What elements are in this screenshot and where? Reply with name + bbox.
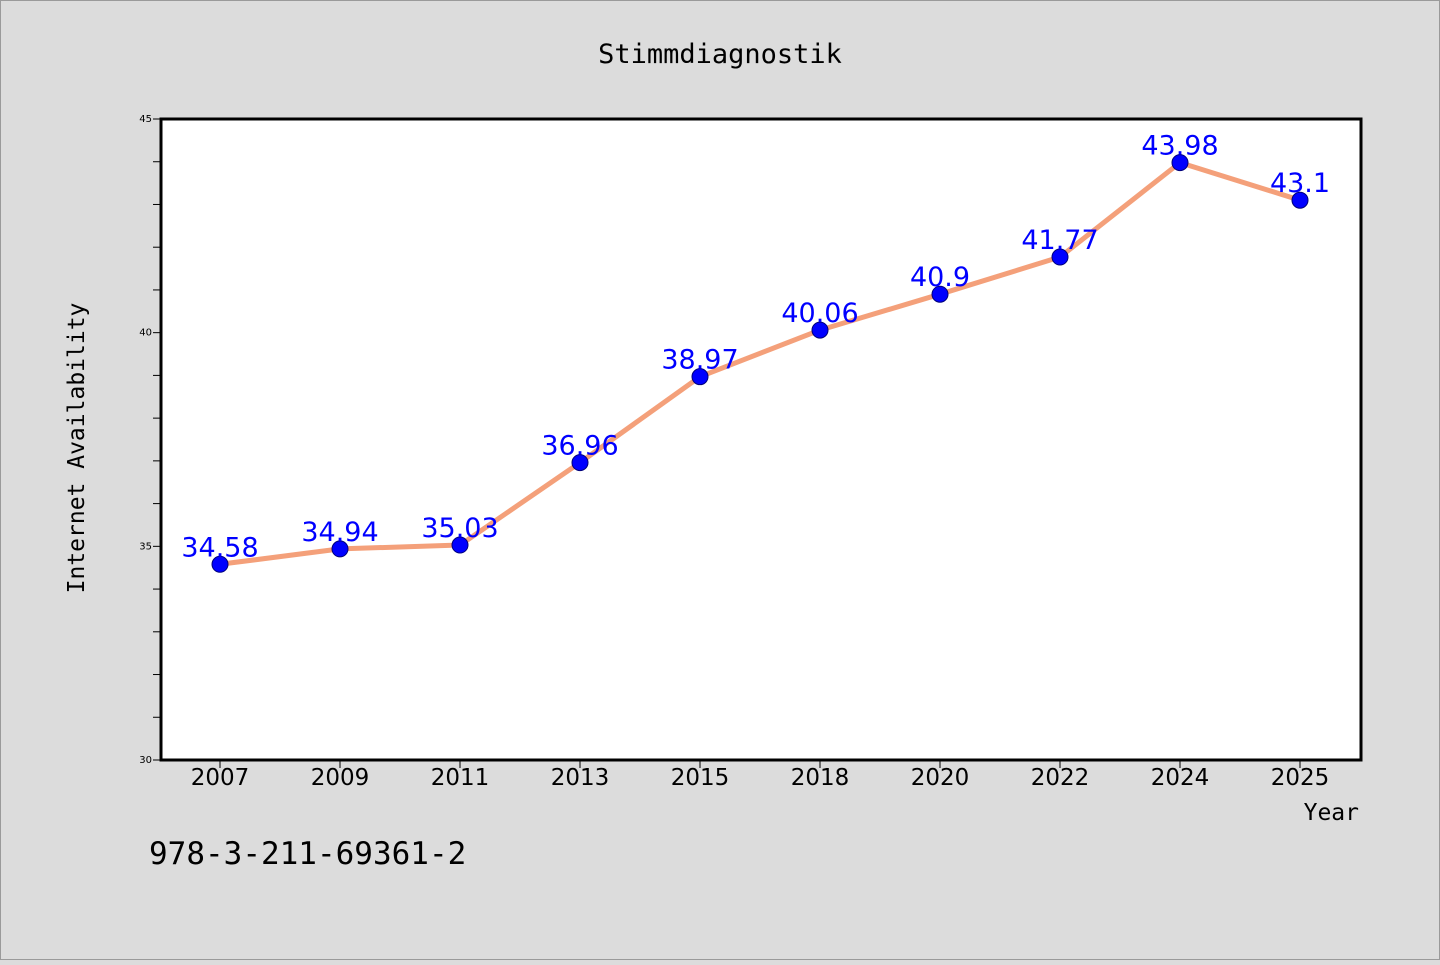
x-tick-label: 2015 <box>671 765 730 791</box>
data-label: 34.58 <box>181 532 258 563</box>
y-tick-label: 30 <box>139 755 152 766</box>
data-series: 34.58 34.94 35.03 36.96 38.97 40.06 40.9 41.77 4… <box>181 131 1330 573</box>
data-label: 38.97 <box>661 345 738 376</box>
y-tick-label: 35 <box>139 541 152 552</box>
data-point-marker <box>1051 248 1069 266</box>
x-tick-label: 2013 <box>551 765 610 791</box>
data-point-marker <box>211 555 229 573</box>
x-tick-label: 2022 <box>1031 765 1090 791</box>
x-tick-label: 2009 <box>311 765 370 791</box>
data-point-marker <box>691 368 709 386</box>
axes: 30 35 40 45 2007 2009 2011 2013 2015 2018 2020 2022… <box>139 114 1329 791</box>
chart-title: Stimmdiagnostik <box>598 39 842 70</box>
plot-frame <box>159 117 1363 762</box>
x-tick-label: 2024 <box>1151 765 1210 791</box>
x-axis-title: Year <box>1304 800 1359 826</box>
data-label: 35.03 <box>421 513 498 544</box>
x-tick-label: 2007 <box>191 765 250 791</box>
data-point-marker <box>931 285 949 303</box>
data-label: 36.96 <box>541 431 618 462</box>
data-label: 41.77 <box>1021 225 1098 256</box>
y-tick-label: 45 <box>139 114 152 125</box>
x-tick-label: 2018 <box>791 765 850 791</box>
data-label: 40.06 <box>781 298 858 329</box>
data-label: 43.98 <box>1141 131 1218 162</box>
x-tick-label: 2020 <box>911 765 970 791</box>
data-point-marker <box>571 454 589 472</box>
data-label: 43.1 <box>1270 168 1330 199</box>
series-line <box>217 160 1303 567</box>
plot-area <box>161 119 1361 760</box>
x-tick-label: 2025 <box>1271 765 1330 791</box>
data-point-marker <box>811 321 829 339</box>
y-tick-label: 40 <box>139 328 152 339</box>
data-point-marker <box>451 536 469 554</box>
data-point-marker <box>331 540 349 558</box>
data-label: 34.94 <box>301 517 378 548</box>
data-point-marker <box>1291 191 1309 209</box>
x-tick-label: 2011 <box>431 765 490 791</box>
data-label: 40.9 <box>910 262 970 293</box>
footnote-isbn: 978-3-211-69361-2 <box>149 836 466 872</box>
data-point-marker <box>1171 154 1189 172</box>
y-axis-title: Internet Availability <box>64 303 90 594</box>
